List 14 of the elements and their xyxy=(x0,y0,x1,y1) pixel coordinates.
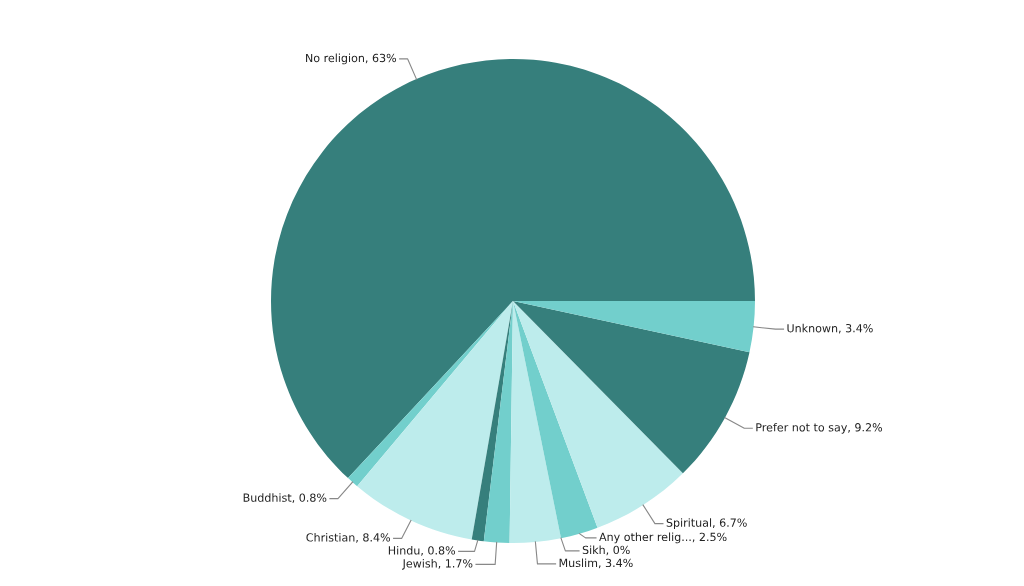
pie-slice xyxy=(513,301,750,474)
slice-label: Spiritual, 6.7% xyxy=(666,518,747,529)
slice-label: No religion, 63% xyxy=(306,53,397,65)
legend-label: Sikh, 0% xyxy=(582,545,630,556)
slice-label: Prefer not to say, 9.2% xyxy=(756,422,883,434)
slice-label: Christian, 8.4% xyxy=(306,533,391,543)
slice-label: Muslim, 3.4% xyxy=(559,558,633,569)
pie-slice xyxy=(471,301,513,542)
slice-label: Any other relig..., 2.5% xyxy=(599,532,727,544)
slice-label: Jewish, 1.7% xyxy=(402,559,473,570)
pie-slice xyxy=(513,301,755,353)
slice-label: Buddhist, 0.8% xyxy=(243,493,327,503)
slice-label: Hindu, 0.8% xyxy=(388,546,456,556)
slice-label: Unknown, 3.4% xyxy=(787,323,873,334)
